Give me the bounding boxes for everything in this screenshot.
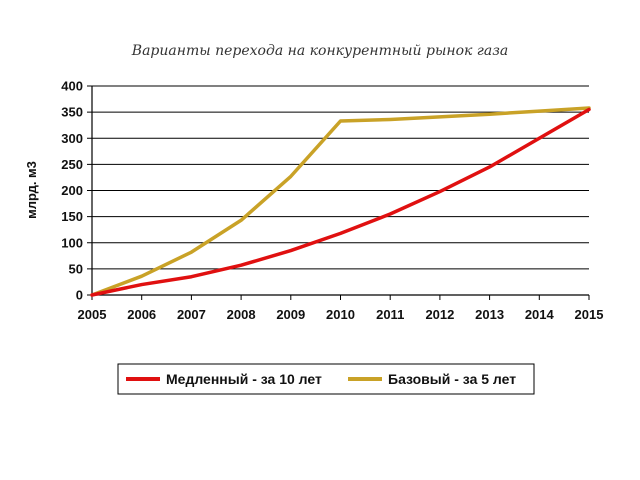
data-point xyxy=(587,108,591,111)
x-tick-label: 2008 xyxy=(227,307,256,322)
y-tick-label: 100 xyxy=(61,235,83,250)
x-tick-label: 2011 xyxy=(376,307,404,322)
x-tick-label: 2005 xyxy=(78,307,107,322)
y-tick-label: 200 xyxy=(61,183,83,198)
data-point xyxy=(438,190,442,193)
data-point xyxy=(438,115,442,119)
y-tick-label: 300 xyxy=(61,131,83,146)
x-tick-labels: 2005 2006 2007 2008 2009 2010 2011 2012 2013 2014… xyxy=(78,295,604,322)
data-point xyxy=(389,118,392,121)
y-tick-labels: 0 50 100 150 200 250 300 350 400 xyxy=(61,79,92,303)
y-tick-label: 150 xyxy=(61,209,83,224)
axes xyxy=(91,86,589,296)
y-tick-label: 350 xyxy=(61,105,83,120)
y-tick-label: 50 xyxy=(69,261,83,276)
legend-label-0: Медленный - за 10 лет xyxy=(166,371,322,387)
data-point xyxy=(538,109,541,113)
data-point xyxy=(488,165,491,169)
y-tick-label: 400 xyxy=(61,79,83,94)
data-point xyxy=(538,137,541,140)
x-tick-label: 2006 xyxy=(127,307,156,322)
series-line-1 xyxy=(90,106,591,297)
data-point xyxy=(140,274,143,278)
x-tick-label: 2014 xyxy=(525,307,555,322)
legend-label-1: Базовый - за 5 лет xyxy=(388,371,516,387)
series-line-0 xyxy=(90,107,591,297)
series-lines xyxy=(90,106,591,297)
legend: Медленный - за 10 лет Базовый - за 5 лет xyxy=(117,363,535,395)
data-point xyxy=(289,249,292,252)
y-tick-label: 0 xyxy=(76,288,83,303)
legend-box xyxy=(117,363,535,395)
x-tick-label: 2015 xyxy=(575,307,604,322)
data-point xyxy=(90,293,94,297)
data-point xyxy=(239,264,243,267)
data-point xyxy=(389,212,392,216)
chart-title: Варианты перехода на конкурентный рынок … xyxy=(131,43,509,59)
y-tick-label: 250 xyxy=(61,157,83,172)
data-point xyxy=(140,283,143,286)
y-axis-label: млрд. м3 xyxy=(24,161,39,219)
data-point xyxy=(190,275,193,278)
x-tick-label: 2009 xyxy=(276,307,305,322)
x-tick-label: 2013 xyxy=(475,307,504,322)
data-point xyxy=(339,232,342,235)
data-point xyxy=(239,219,243,222)
x-tick-label: 2007 xyxy=(177,307,206,322)
data-point xyxy=(339,119,342,123)
data-point xyxy=(488,113,491,116)
x-tick-label: 2010 xyxy=(326,307,355,322)
data-point xyxy=(190,250,193,254)
x-tick-label: 2012 xyxy=(425,307,454,322)
data-point xyxy=(289,175,292,178)
